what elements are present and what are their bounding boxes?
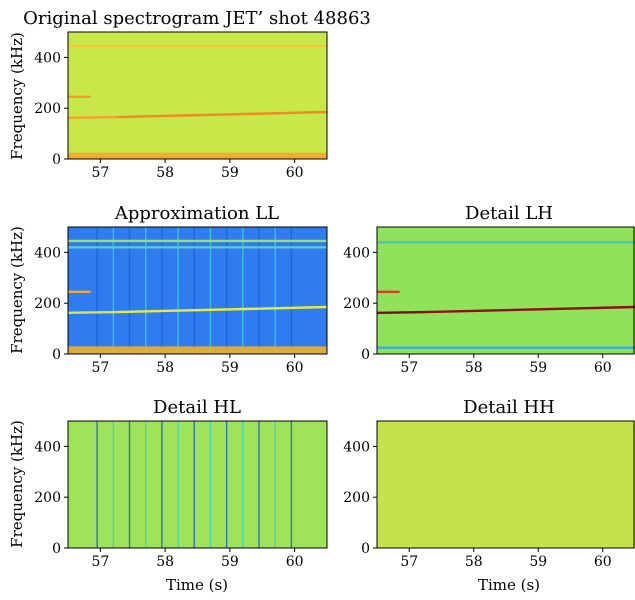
x-axis-label: Time (s) [166,576,228,594]
x-ticks: 57 58 59 60 [91,354,304,376]
x-tick-label: 59 [221,165,239,181]
feature-layer [96,421,293,548]
y-tick-label: 0 [361,541,370,557]
x-tick-label: 59 [221,554,239,570]
panel-title: Approximation LL [114,203,279,224]
x-tick-label: 60 [286,554,304,570]
panel-title: Detail LH [465,203,553,224]
plot-frame [376,420,635,549]
plot-frame [67,31,328,160]
plot-background [377,227,635,354]
feature-layer [68,44,327,159]
plot-background [68,421,327,548]
low-frequency-band [68,346,327,354]
y-tick-label: 200 [343,296,370,312]
plot-frame [376,226,635,355]
mode-line [377,310,426,315]
plot-frame [67,420,328,549]
x-tick-label: 58 [465,554,483,570]
panel-original: Original spectrogram JET’ shot 48863 57 5… [8,8,371,181]
x-ticks: 57 58 59 60 [91,159,304,181]
y-tick-label: 400 [34,245,61,261]
x-ticks: 57 58 59 60 [400,548,612,570]
y-tick-label: 0 [52,152,61,168]
mode-line [425,305,635,314]
x-tick-label: 57 [400,554,418,570]
plot-frame [67,226,328,355]
plot-background [377,421,635,548]
x-ticks: 57 58 59 60 [91,548,304,570]
y-tick-label: 200 [343,490,370,506]
y-tick-label: 400 [343,245,370,261]
y-ticks: 0 200 400 [343,245,377,363]
panel-title: Detail HH [463,397,555,418]
y-tick-label: 0 [52,347,61,363]
feature-layer [68,227,327,354]
low-frequency-band [68,152,327,159]
mode-line [116,110,327,119]
mode-line [68,310,117,315]
y-tick-label: 400 [34,50,61,66]
x-ticks: 57 58 59 60 [400,354,612,376]
mode-line [68,115,117,120]
x-tick-label: 58 [156,554,174,570]
panel-approximation-ll: Approximation LL 57 58 59 60 0 200 400 Freque… [8,203,328,376]
x-tick-label: 59 [221,360,239,376]
x-tick-label: 59 [529,554,547,570]
y-tick-label: 200 [34,296,61,312]
y-ticks: 0 200 400 [34,245,68,363]
x-tick-label: 60 [286,360,304,376]
x-tick-label: 60 [286,165,304,181]
feature-layer [377,241,635,349]
y-axis-label: Frequency (kHz) [8,420,26,548]
x-tick-label: 59 [529,360,547,376]
y-axis-label: Frequency (kHz) [8,226,26,354]
plot-background [68,32,327,159]
y-tick-label: 400 [34,439,61,455]
y-tick-label: 0 [52,541,61,557]
x-tick-label: 57 [91,554,109,570]
y-tick-label: 200 [34,101,61,117]
panel-detail-lh: Detail LH 57 58 59 60 0 200 400 [343,203,635,376]
x-tick-label: 58 [465,360,483,376]
x-tick-label: 57 [91,360,109,376]
y-ticks: 0 200 400 [34,439,68,557]
y-axis-label: Frequency (kHz) [8,32,26,160]
x-tick-label: 60 [594,554,612,570]
mode-line [116,305,327,314]
y-tick-label: 400 [343,439,370,455]
panel-title: Detail HL [153,397,241,418]
x-tick-label: 58 [156,165,174,181]
panel-title: Original spectrogram JET’ shot 48863 [23,8,371,29]
plot-background [68,227,327,354]
x-axis-label: Time (s) [478,576,540,594]
y-ticks: 0 200 400 [343,439,377,557]
panel-detail-hl: Detail HL 57 58 59 60 0 200 400 Frequency (kH… [8,397,328,594]
x-tick-label: 58 [156,360,174,376]
x-tick-label: 57 [91,165,109,181]
panel-detail-hh: Detail HH 57 58 59 60 0 200 400 Time (s) [343,397,635,594]
y-tick-label: 0 [361,347,370,363]
y-ticks: 0 200 400 [34,50,68,168]
y-tick-label: 200 [34,490,61,506]
x-tick-label: 60 [594,360,612,376]
x-tick-label: 57 [400,360,418,376]
